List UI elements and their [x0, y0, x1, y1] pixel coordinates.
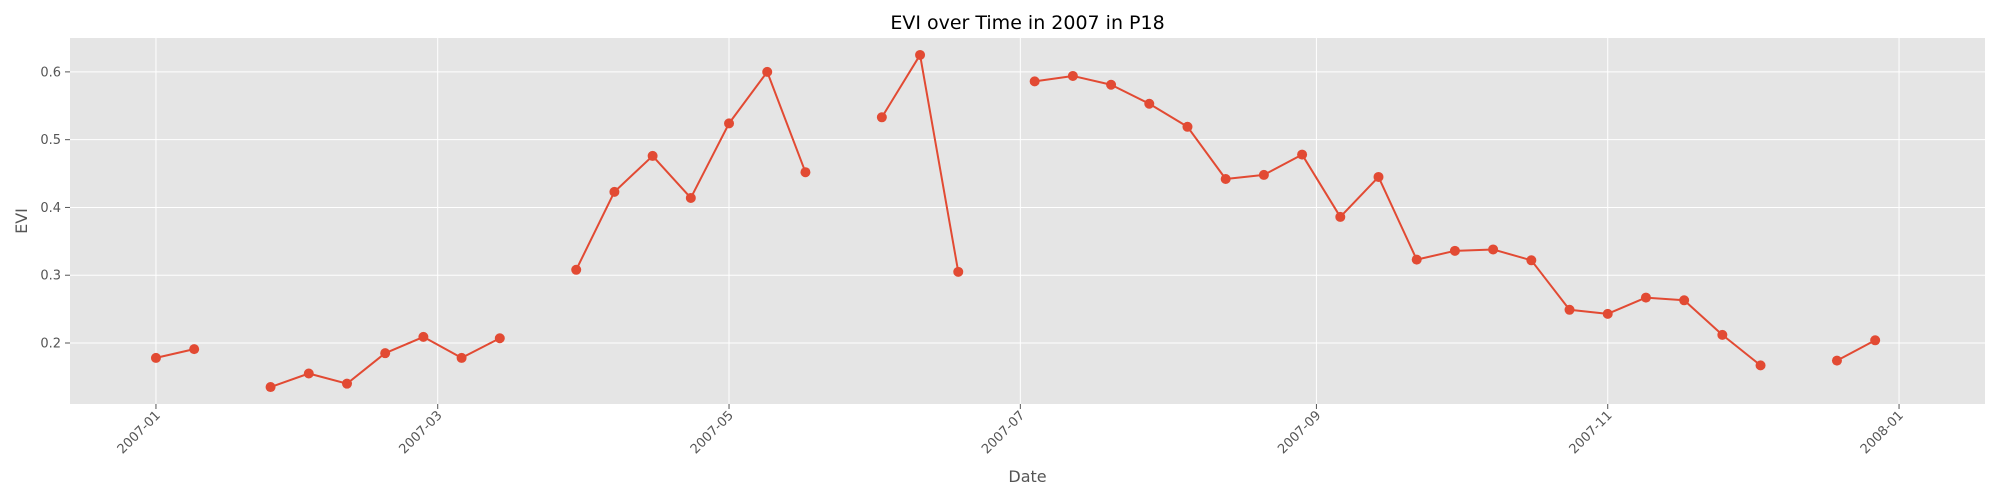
data-point — [609, 186, 620, 197]
series-line-segment — [1836, 339, 1876, 362]
data-point — [915, 49, 926, 60]
data-point — [189, 344, 200, 355]
data-point — [1106, 79, 1117, 90]
data-point — [494, 333, 505, 344]
data-point — [1755, 360, 1766, 371]
data-point — [1488, 244, 1499, 255]
y-axis-label: EVI — [12, 208, 31, 234]
data-point — [1144, 98, 1155, 109]
data-point — [647, 150, 658, 161]
y-tick-label: 0.4 — [40, 201, 61, 216]
data-point — [1564, 304, 1575, 315]
y-tick-label: 0.6 — [40, 65, 61, 80]
data-point — [1411, 254, 1422, 265]
y-axis-ticks: 0.2 0.3 0.4 0.5 0.6 — [40, 65, 70, 352]
series-points — [150, 49, 1881, 393]
y-tick-label: 0.2 — [40, 337, 61, 352]
data-point — [800, 167, 811, 178]
data-point — [456, 352, 467, 363]
data-point — [1717, 329, 1728, 340]
data-point — [1602, 308, 1613, 319]
data-point — [1297, 149, 1308, 160]
data-point — [303, 368, 314, 379]
data-point — [876, 112, 887, 123]
data-point — [1679, 295, 1690, 306]
series-line-segment — [155, 348, 195, 359]
data-point — [418, 331, 429, 342]
data-point — [380, 348, 391, 359]
y-tick-label: 0.3 — [40, 269, 61, 284]
data-point — [724, 118, 735, 129]
chart-title: EVI over Time in 2007 in P18 — [890, 12, 1164, 34]
data-point — [1373, 171, 1384, 182]
data-point — [1258, 169, 1269, 180]
data-point — [341, 378, 352, 389]
data-point — [265, 382, 276, 393]
data-point — [685, 192, 696, 203]
plot-area — [70, 38, 1985, 404]
data-point — [1182, 121, 1193, 132]
data-point — [953, 266, 964, 277]
grid — [70, 38, 1985, 404]
data-point — [150, 352, 161, 363]
y-tick-label: 0.5 — [40, 133, 61, 148]
series-line-segment — [1034, 74, 1762, 367]
data-point — [1449, 245, 1460, 256]
data-point — [1870, 335, 1881, 346]
data-point — [762, 66, 773, 77]
data-point — [1640, 292, 1651, 303]
data-point — [1220, 173, 1231, 184]
x-axis-label: Date — [1008, 467, 1046, 486]
data-point — [1067, 70, 1078, 81]
data-point — [1335, 211, 1346, 222]
data-point — [1526, 255, 1537, 266]
data-point — [571, 264, 582, 275]
data-point — [1029, 76, 1040, 87]
data-point — [1831, 355, 1842, 366]
